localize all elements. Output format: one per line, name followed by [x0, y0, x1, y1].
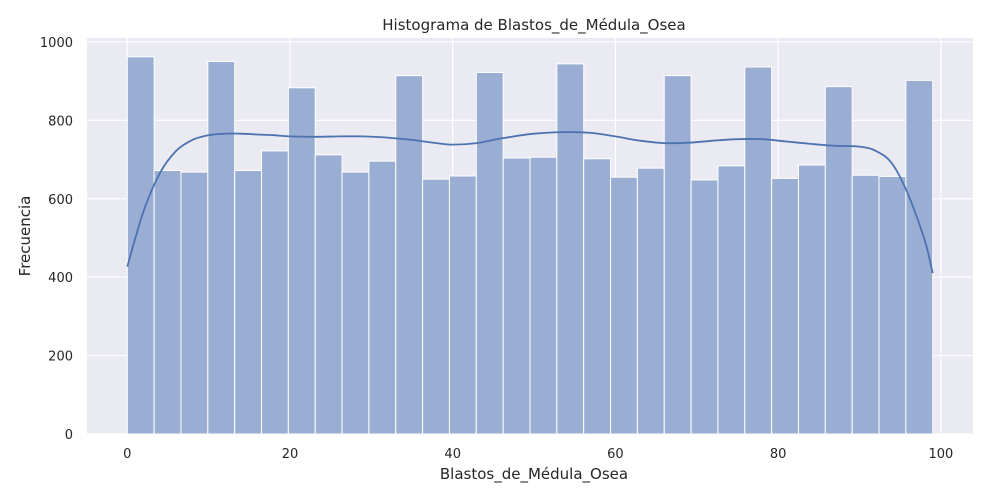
histogram-bar — [583, 158, 612, 435]
y-tick-label: 0 — [65, 428, 73, 443]
y-tick-label: 800 — [48, 114, 73, 129]
kde-line — [126, 131, 934, 274]
bars-group — [126, 56, 934, 435]
histogram-bar — [395, 75, 424, 435]
histogram-bar — [341, 171, 370, 435]
histogram-bar — [771, 177, 799, 435]
histogram-bar — [180, 171, 209, 435]
histogram-bar — [448, 175, 477, 435]
histogram-bar — [475, 72, 504, 435]
histogram-bar — [878, 175, 907, 435]
x-tick-label: 100 — [928, 447, 953, 462]
histogram-bar — [287, 87, 316, 435]
histogram-bar — [744, 66, 773, 435]
histogram-bar — [663, 75, 692, 435]
x-tick-label: 80 — [770, 447, 787, 462]
histogram-bar — [314, 154, 343, 435]
histogram-bar — [368, 160, 397, 435]
x-tick-label: 0 — [123, 447, 131, 462]
y-tick-label: 1000 — [40, 36, 73, 51]
histogram-bar — [556, 63, 585, 435]
histogram-bar — [851, 174, 880, 435]
histogram-bar — [824, 86, 853, 435]
x-axis-title: Blastos_de_Médula_Osea — [440, 465, 628, 484]
histogram-bar — [261, 150, 289, 435]
histogram-bar — [153, 170, 182, 435]
histogram-bar — [717, 165, 746, 435]
x-tick-label: 60 — [607, 447, 624, 462]
y-axis-title: Frecuencia — [16, 196, 34, 277]
chart-title: Histograma de Blastos_de_Médula_Osea — [382, 16, 685, 35]
y-tick-label: 400 — [48, 271, 73, 286]
x-tick-label: 40 — [444, 447, 461, 462]
histogram-bar — [126, 56, 155, 435]
histogram-bar — [610, 176, 638, 435]
histogram-bar — [207, 61, 236, 435]
histogram-bar — [422, 178, 450, 435]
histogram-bar — [502, 157, 531, 435]
histogram-bar — [797, 164, 826, 435]
y-tick-labels: 0 200 400 600 800 1000 — [40, 36, 73, 443]
histogram-bar — [636, 167, 665, 435]
y-tick-label: 600 — [48, 193, 73, 208]
x-tick-label: 20 — [282, 447, 299, 462]
histogram-bar — [690, 179, 719, 435]
x-tick-labels: 0 20 40 60 80 100 — [123, 447, 953, 462]
histogram-bar — [529, 156, 558, 435]
histogram-bar — [234, 170, 263, 435]
y-tick-label: 200 — [48, 350, 73, 365]
